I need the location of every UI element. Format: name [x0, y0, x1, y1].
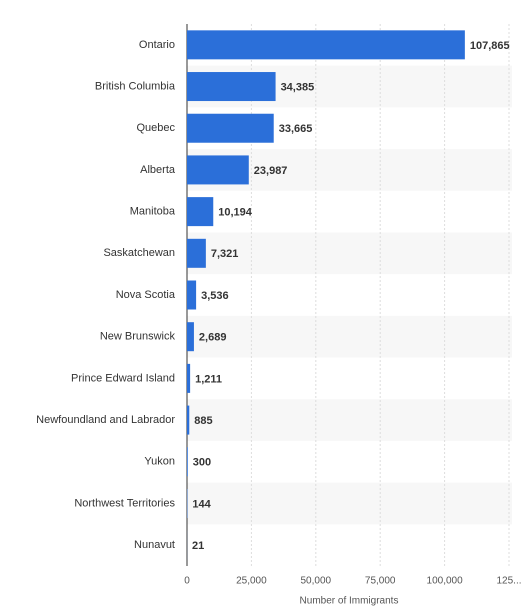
- x-tick-label: 75,000: [365, 576, 396, 587]
- y-tick-label: Manitoba: [130, 206, 176, 218]
- row-band: [187, 482, 512, 525]
- bar: [187, 30, 465, 60]
- bar: [187, 280, 197, 310]
- y-tick-label: Alberta: [140, 164, 176, 176]
- y-tick-label: British Columbia: [95, 80, 176, 92]
- y-tick-label: Yukon: [144, 456, 175, 468]
- y-tick-label: Nova Scotia: [116, 289, 176, 301]
- x-tick-label: 0: [184, 576, 190, 587]
- y-tick-label: Quebec: [136, 122, 175, 134]
- bar: [187, 197, 214, 227]
- y-tick-label: Northwest Territories: [74, 497, 175, 509]
- bar: [187, 363, 191, 393]
- row-band: [187, 232, 512, 275]
- value-label: 300: [193, 457, 211, 469]
- bar: [187, 113, 274, 143]
- y-tick-label: Saskatchewan: [103, 247, 175, 259]
- x-tick-label: 25,000: [236, 576, 267, 587]
- x-tick-label: 50,000: [301, 576, 332, 587]
- x-axis-label: Number of Immigrants: [300, 596, 399, 607]
- row-band: [187, 315, 512, 358]
- value-label: 23,987: [254, 165, 288, 177]
- bar: [187, 72, 276, 102]
- y-tick-label: Newfoundland and Labrador: [36, 414, 175, 426]
- value-label: 10,194: [218, 207, 253, 219]
- y-tick-label: Prince Edward Island: [71, 372, 175, 384]
- value-label: 7,321: [211, 248, 239, 260]
- bar: [187, 322, 194, 352]
- value-label: 21: [192, 540, 204, 552]
- x-tick-label: 125...: [496, 576, 521, 587]
- value-label: 885: [194, 415, 212, 427]
- value-label: 1,211: [195, 373, 222, 385]
- y-tick-label: Ontario: [139, 39, 175, 51]
- y-tick-label: Nunavut: [134, 539, 175, 551]
- value-label: 107,865: [470, 40, 510, 52]
- value-label: 144: [192, 498, 211, 510]
- row-band: [187, 399, 512, 441]
- value-label: 34,385: [281, 81, 315, 93]
- x-tick-label: 100,000: [427, 576, 464, 587]
- value-label: 33,665: [279, 123, 313, 135]
- y-tick-label: New Brunswick: [100, 331, 176, 343]
- bar: [187, 405, 190, 435]
- bar: [187, 155, 249, 185]
- bar: [187, 447, 188, 477]
- bar: [187, 238, 206, 268]
- value-label: 2,689: [199, 332, 227, 344]
- value-label: 3,536: [201, 290, 229, 302]
